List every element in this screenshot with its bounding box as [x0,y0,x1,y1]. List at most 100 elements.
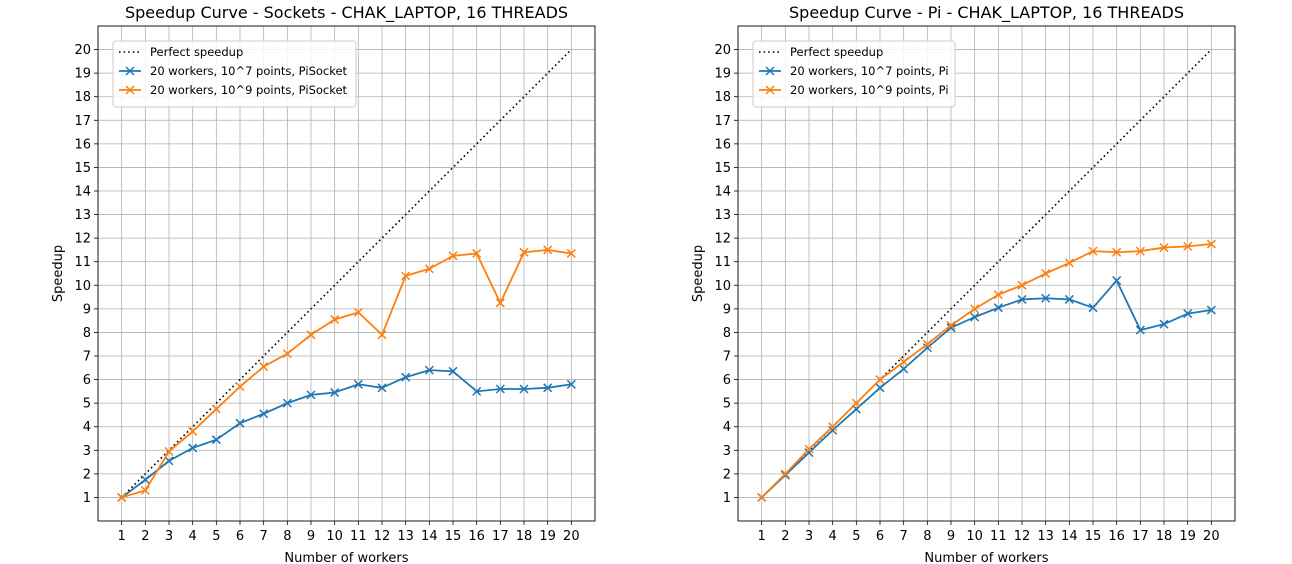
data-point [164,446,174,456]
y-tick-label: 7 [723,350,731,365]
y-tick-label: 17 [74,114,91,129]
chart-title: Speedup Curve - Pi - CHAK_LAPTOP, 16 THR… [789,3,1184,23]
data-point [757,492,767,502]
grid [98,26,595,521]
legend-marker [125,85,135,95]
data-point [211,435,221,445]
x-tick-label: 20 [1203,529,1220,544]
x-tick-label: 15 [445,529,462,544]
data-point [1088,246,1098,256]
series-line [121,369,572,499]
data-point [424,365,434,375]
data-point [993,303,1003,313]
data-point [377,330,387,340]
x-tick-label: 19 [539,529,556,544]
y-tick-label: 13 [74,208,91,223]
data-point [519,247,529,257]
data-point [875,375,885,385]
y-tick-label: 18 [74,90,91,105]
data-point [164,456,174,466]
x-tick-label: 2 [781,529,789,544]
data-point [1159,243,1169,253]
y-tick-label: 3 [723,444,731,459]
axes-frame [97,25,596,522]
x-tick-label: 19 [1179,529,1196,544]
y-tick-label: 19 [74,67,91,82]
data-point [140,485,150,495]
data-point [543,383,553,393]
data-point [970,312,980,322]
series-1 [117,365,576,502]
data-point [495,298,505,308]
y-tick-label: 20 [74,43,91,58]
data-point [1159,319,1169,329]
data-point [875,383,885,393]
data-point [117,492,127,502]
x-tick-label: 16 [468,529,485,544]
data-point [259,409,269,419]
x-tick-label: 14 [1061,529,1078,544]
data-point [472,248,482,258]
x-tick-label: 12 [1014,529,1031,544]
y-tick-label: 11 [74,255,91,270]
y-tick-label: 9 [723,302,731,317]
y-tick-label: 3 [83,444,91,459]
y-tick-label: 2 [83,467,91,482]
data-point [1041,268,1051,279]
data-point [828,425,838,435]
data-point [235,382,245,392]
data-point [282,349,292,359]
sockets-speedup-chart: 1 2 3 4 5 6 7 8 9 10 11 12 13 14 15 16 17 18 19 20123456789… [51,3,596,564]
legend-label: 20 workers, 10^9 points, Pi [790,83,949,97]
data-point [946,320,956,330]
data-point [472,386,482,396]
x-tick-label: 17 [1132,529,1149,544]
axes-frame [737,25,1236,522]
x-tick-label: 8 [283,529,291,544]
data-point [922,339,932,349]
x-tick-label: 10 [326,529,343,544]
series-2 [757,239,1216,502]
x-tick-label: 4 [189,529,197,544]
y-tick-label: 8 [83,326,91,341]
series-line [761,243,1212,499]
data-point [353,307,363,317]
data-point [1064,294,1074,304]
x-tick-label: 5 [852,529,860,544]
x-tick-label: 4 [829,529,837,544]
y-tick-label: 14 [74,185,91,200]
data-point [330,314,340,324]
y-tick-label: 19 [714,67,731,82]
y-tick-label: 10 [74,279,91,294]
data-point [306,390,316,400]
data-point [140,475,150,485]
data-point [828,422,838,432]
data-point [566,248,576,258]
legend: Perfect speedup 20 workers, 10^7 points, … [752,40,956,108]
y-tick-label: 15 [714,161,731,176]
data-point [377,383,387,393]
x-tick-label: 1 [758,529,766,544]
data-point [259,362,269,372]
data-point [424,264,434,274]
x-tick-label: 5 [212,529,220,544]
data-point [282,398,292,408]
y-tick-label: 10 [714,279,731,294]
y-tick-label: 15 [74,161,91,176]
y-tick-label: 11 [714,255,731,270]
y-tick-label: 1 [83,491,91,506]
x-tick-label: 9 [947,529,955,544]
data-point [780,469,790,479]
x-tick-label: 10 [966,529,983,544]
data-point [993,290,1003,300]
data-point [188,443,198,453]
y-tick-label: 4 [723,420,731,435]
data-point [1017,294,1027,304]
data-point [519,384,529,394]
x-tick-label: 18 [516,529,533,544]
y-tick-label: 13 [714,208,731,223]
data-point [970,304,980,314]
y-tick-label: 5 [723,397,731,412]
chart-title: Speedup Curve - Sockets - CHAK_LAPTOP, 1… [125,3,568,23]
y-tick-label: 14 [714,185,731,200]
